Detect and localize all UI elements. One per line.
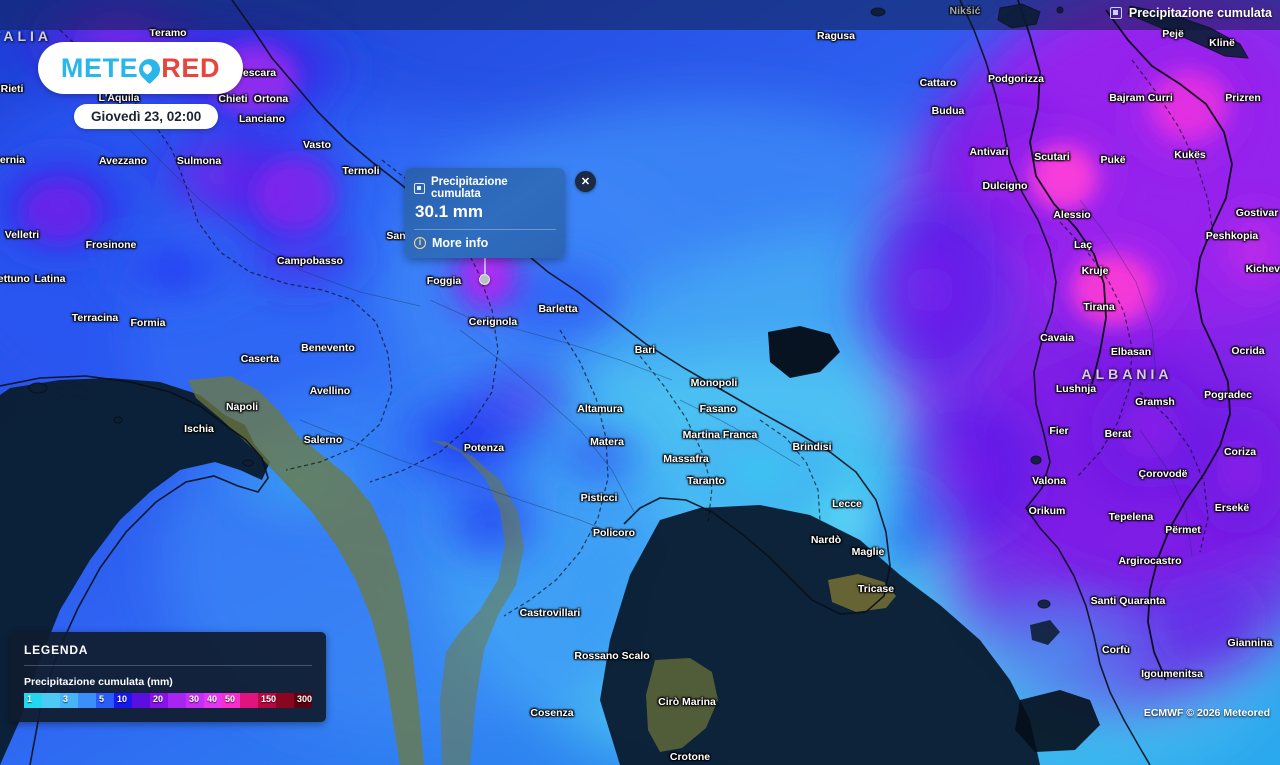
legend-color-segment [42,693,60,708]
logo-wordmark: METE RED [61,53,220,84]
legend-color-segment: 150 [258,693,276,708]
legend-color-segment: 3 [60,693,78,708]
legend-color-segment: 1 [24,693,42,708]
info-icon: i [414,237,426,249]
popup-value: 30.1 mm [415,202,484,221]
legend-tick-label: 300 [297,694,312,704]
legend-color-segment: 5 [96,693,114,708]
map-header-strip [0,0,1280,30]
legend-subtitle: Precipitazione cumulata (mm) [24,676,173,688]
legend-divider [24,665,312,666]
legend-color-segment: 50 [222,693,240,708]
active-layer-label: Precipitazione cumulata [1128,6,1272,20]
legend-tick-label: 1 [27,694,33,704]
legend-colorbar: 1 3 5 10 20 30 40 50 150 300 [24,693,312,708]
map-attribution: ECMWF © 2026 Meteored [1143,707,1270,719]
legend-panel: LEGENDA Precipitazione cumulata (mm) 1 3 5… [10,632,326,722]
close-icon[interactable]: ✕ [575,171,596,192]
legend-color-segment: 300 [294,693,312,708]
popup-title: Precipitazione cumulata [431,176,508,200]
islands [28,3,1249,609]
more-info-button[interactable]: i More info [405,230,565,258]
legend-tick-label: 40 [207,694,218,704]
logo-text-part2: RED [161,52,221,83]
logo-text-part1: METE [60,52,139,83]
legend-color-segment: 40 [204,693,222,708]
legend-tick-label: 20 [153,694,164,704]
legend-color-segment: 30 [186,693,204,708]
legend-color-segment: 20 [150,693,168,708]
legend-color-segment [276,693,294,708]
coastline-paths [0,0,1151,765]
legend-color-segment [168,693,186,708]
legend-color-segment [240,693,258,708]
land-terrain [188,376,896,765]
popup-title-row: Precipitazione cumulata [414,176,556,200]
water-drop-icon [134,54,165,84]
map-layer-icon [1109,7,1122,19]
legend-tick-label: 30 [189,694,200,704]
legend-color-segment [132,693,150,708]
legend-color-segment [78,693,96,708]
forecast-date-pill[interactable]: Giovedì 23, 02:00 [74,104,219,129]
hydrography [119,119,1193,557]
popup-header: Precipitazione cumulata 30.1 mm [405,168,565,225]
legend-tick-label: 5 [99,694,105,704]
legend-tick-label: 10 [117,694,128,704]
marker-dot [479,274,490,285]
more-info-label: More info [432,236,489,250]
popup-divider [414,229,556,230]
legend-title: LEGENDA [24,643,89,657]
point-value-popup[interactable]: Precipitazione cumulata 30.1 mm i More i… [405,168,596,258]
legend-tick-label: 3 [63,694,69,704]
map-layer-icon [414,182,425,194]
meteored-logo[interactable]: METE RED [38,42,243,94]
legend-color-segment: 10 [114,693,132,708]
active-layer-title[interactable]: Precipitazione cumulata [1109,6,1272,20]
legend-tick-label: 150 [261,694,277,704]
international-borders [1017,0,1233,681]
legend-tick-label: 50 [225,694,236,704]
